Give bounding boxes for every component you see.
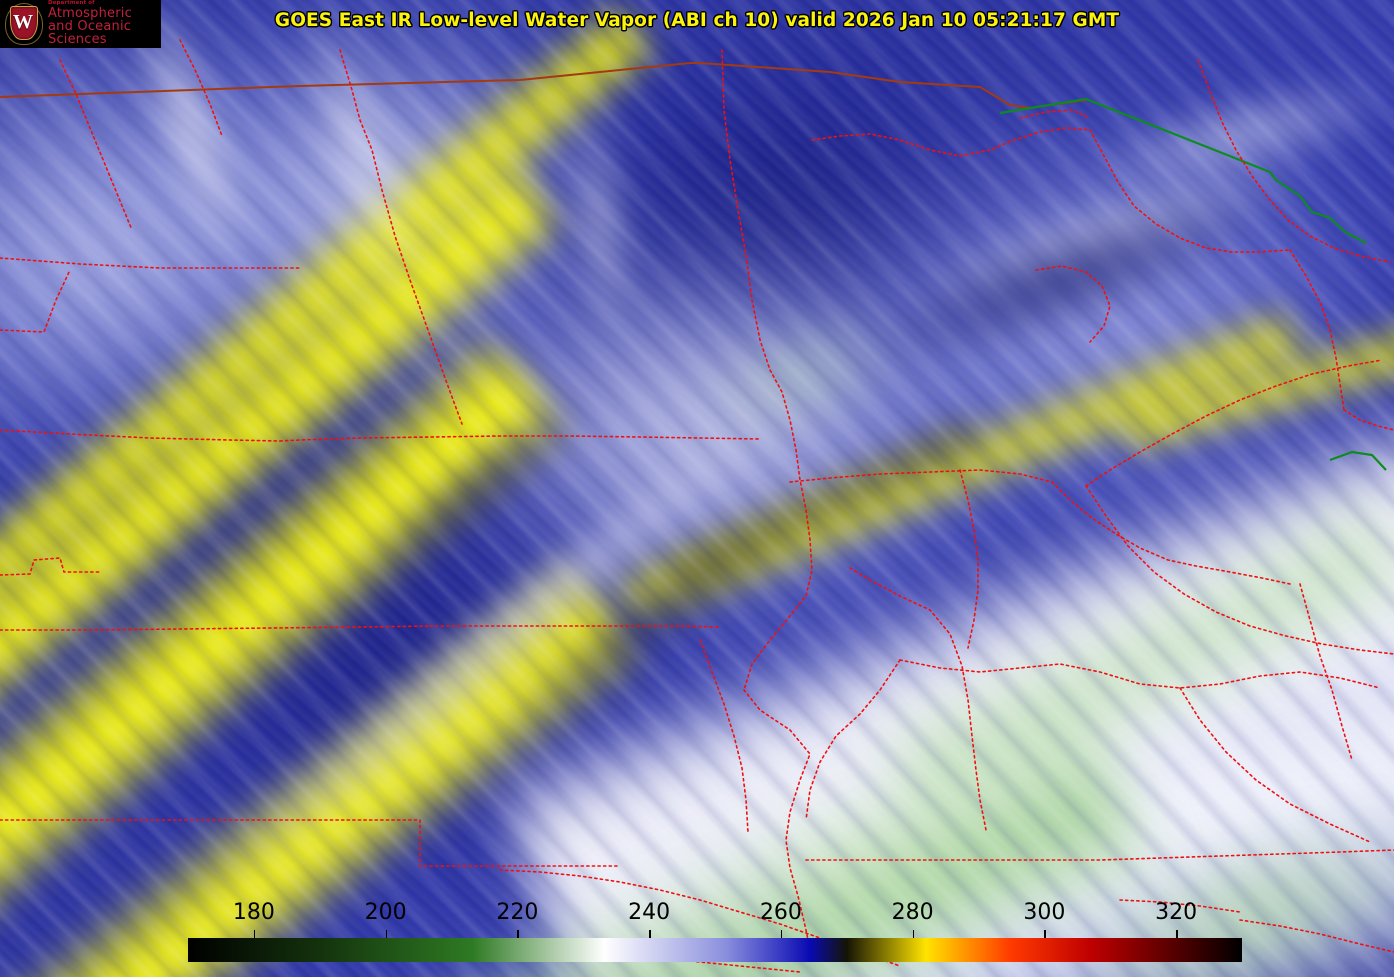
crest-shield: [10, 6, 38, 40]
colorbar-tick: [1176, 930, 1178, 938]
uw-aos-logo: W Department of Atmospheric and Oceanic …: [0, 0, 161, 48]
logo-text-block: Department of Atmospheric and Oceanic Sc…: [48, 0, 161, 48]
colorbar-tick-label: 300: [1023, 900, 1066, 925]
colorbar-tick: [1044, 930, 1046, 938]
colorbar-tick-label: 320: [1155, 900, 1198, 925]
colorbar-tick-label: 240: [628, 900, 671, 925]
colorbar-gradient: [188, 938, 1242, 962]
logo-line-1: Atmospheric: [48, 5, 132, 21]
colorbar-tick-label: 200: [364, 900, 407, 925]
colorbar-tick-label: 280: [891, 900, 934, 925]
colorbar-tick-label: 220: [496, 900, 539, 925]
colorbar-tick: [912, 930, 915, 938]
colorbar-tick: [253, 930, 256, 938]
colorbar-tick: [517, 930, 519, 938]
uw-crest-icon: W: [2, 1, 44, 47]
logo-department-label: Department of: [48, 0, 95, 7]
crest-ring: [5, 3, 43, 45]
colorbar-tick-label: 260: [759, 900, 802, 925]
product-title: GOES East IR Low-level Water Vapor (ABI …: [274, 10, 1120, 31]
colorbar-tick: [385, 930, 388, 938]
logo-line-2: and Oceanic Sciences: [48, 19, 132, 48]
colorbar-tick: [780, 930, 783, 938]
crest-letter: W: [13, 11, 33, 33]
colorbar-tick-label: 180: [232, 900, 275, 925]
colorbar: 180 200 220 240 260 280 300 320: [188, 900, 1242, 962]
colorbar-tick: [649, 930, 651, 938]
